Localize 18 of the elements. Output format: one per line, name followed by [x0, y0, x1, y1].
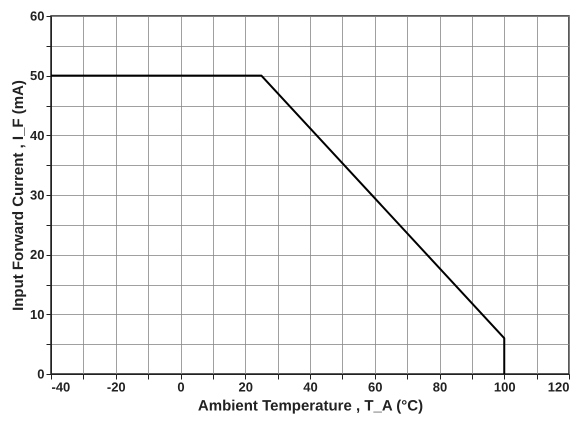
- x-tick-label: 60: [368, 380, 382, 394]
- y-tick-label: 40: [30, 128, 44, 143]
- y-tick-label: 10: [30, 306, 44, 322]
- y-axis-title: Input Forward Current , I_F (mA): [10, 80, 28, 311]
- x-axis-title: Ambient Temperature , T_A (°C): [198, 398, 424, 414]
- x-tick-label: 0: [177, 380, 185, 394]
- x-tick-label: -20: [106, 380, 126, 394]
- y-tick-label: 30: [30, 188, 44, 202]
- x-tick-label: 40: [303, 380, 318, 394]
- x-tick-label: 100: [494, 380, 516, 394]
- y-tick-label: 20: [30, 247, 44, 262]
- x-tick-label: 80: [432, 380, 448, 394]
- y-tick-label: 0: [37, 366, 44, 382]
- x-tick-label: -40: [52, 380, 70, 394]
- y-tick-label: 60: [30, 8, 44, 24]
- x-tick-label: 20: [238, 380, 253, 394]
- x-tick-label: 120: [548, 380, 570, 394]
- y-tick-label: 50: [30, 68, 44, 84]
